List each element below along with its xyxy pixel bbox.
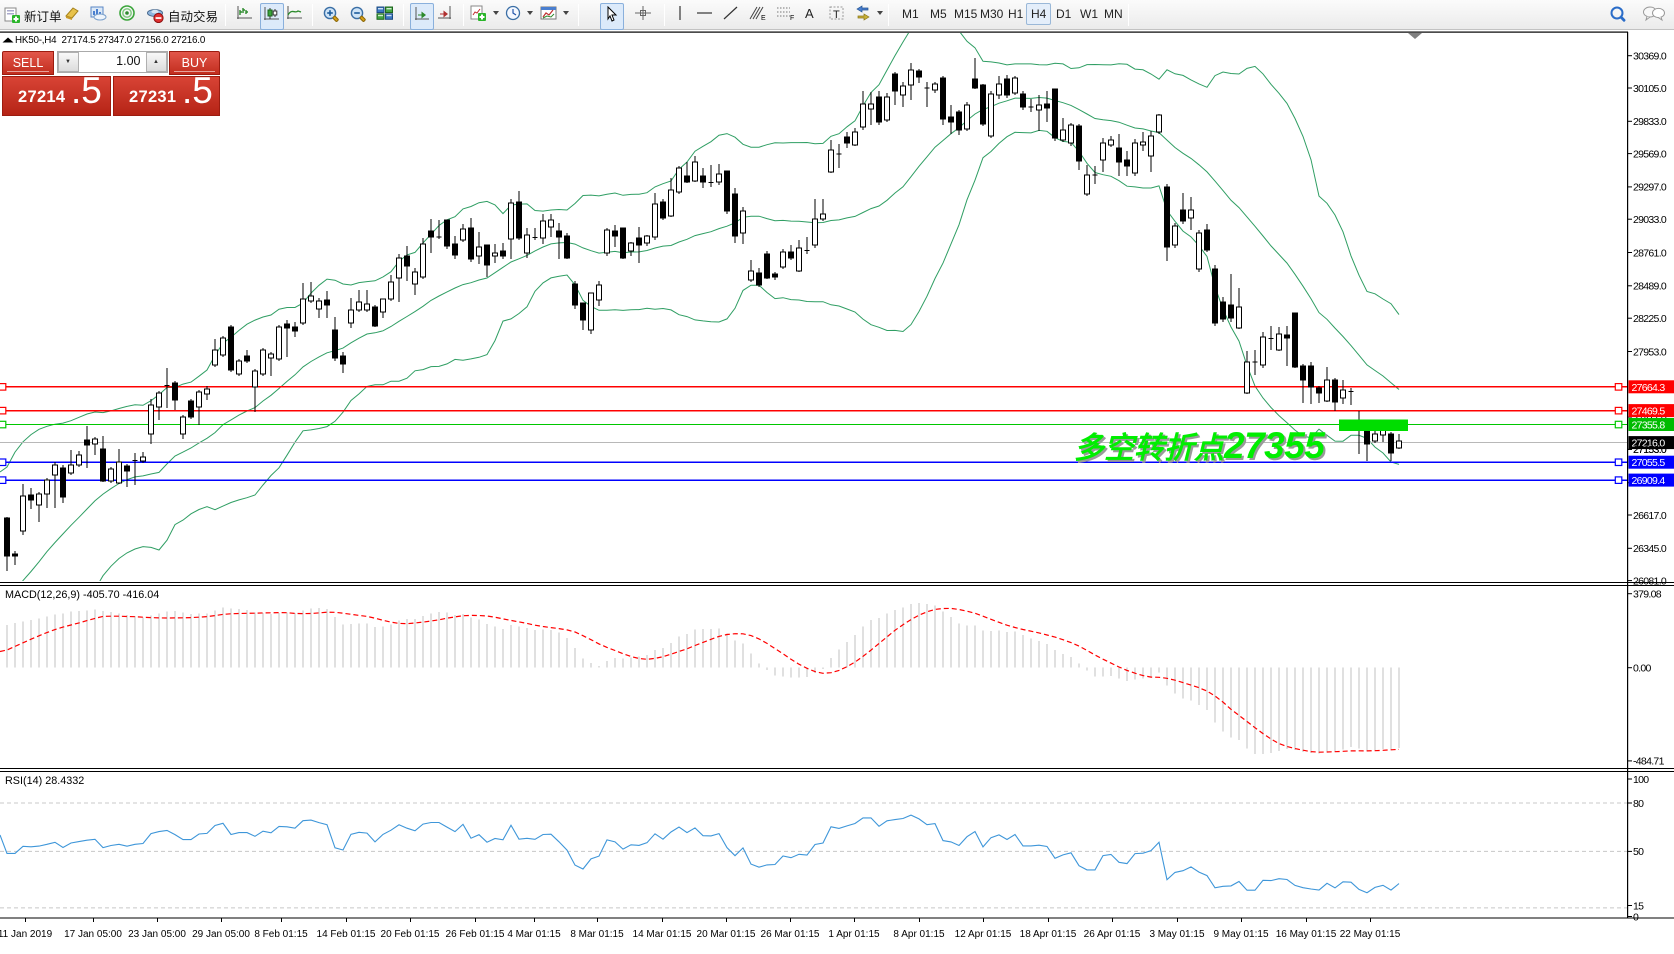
svg-text:29 Jan 05:00: 29 Jan 05:00 xyxy=(192,929,250,940)
svg-text:26 Apr 01:15: 26 Apr 01:15 xyxy=(1084,929,1141,940)
svg-text:29297.0: 29297.0 xyxy=(1633,182,1667,194)
svg-text:30105.0: 30105.0 xyxy=(1633,83,1667,95)
svg-text:379.08: 379.08 xyxy=(1633,589,1662,601)
svg-text:14 Mar 01:15: 14 Mar 01:15 xyxy=(633,929,692,940)
svg-text:26081.0: 26081.0 xyxy=(1633,575,1667,587)
svg-text:100: 100 xyxy=(1633,774,1649,786)
svg-text:16 May 01:15: 16 May 01:15 xyxy=(1276,929,1337,940)
svg-text:17 Jan 05:00: 17 Jan 05:00 xyxy=(64,929,122,940)
svg-text:26345.0: 26345.0 xyxy=(1633,543,1667,555)
svg-text:26909.4: 26909.4 xyxy=(1632,475,1666,487)
svg-text:-484.71: -484.71 xyxy=(1633,756,1665,768)
svg-text:15: 15 xyxy=(1633,900,1644,912)
svg-text:0: 0 xyxy=(1633,911,1639,923)
svg-text:E: E xyxy=(761,15,766,21)
svg-text:27469.5: 27469.5 xyxy=(1632,406,1666,418)
svg-text:1 Apr 01:15: 1 Apr 01:15 xyxy=(828,929,880,940)
svg-text:28761.0: 28761.0 xyxy=(1633,247,1667,259)
svg-text:20 Feb 01:15: 20 Feb 01:15 xyxy=(381,929,440,940)
svg-text:29833.0: 29833.0 xyxy=(1633,116,1667,128)
svg-text:8 Mar 01:15: 8 Mar 01:15 xyxy=(570,929,624,940)
svg-text:27953.0: 27953.0 xyxy=(1633,346,1667,358)
svg-text:F: F xyxy=(790,15,794,21)
svg-text:80: 80 xyxy=(1633,798,1644,810)
svg-text:28489.0: 28489.0 xyxy=(1633,281,1667,293)
svg-text:8 Apr 01:15: 8 Apr 01:15 xyxy=(893,929,945,940)
svg-text:23 Jan 05:00: 23 Jan 05:00 xyxy=(128,929,186,940)
svg-text:27216.0: 27216.0 xyxy=(1632,438,1666,450)
svg-text:26617.0: 26617.0 xyxy=(1633,510,1667,522)
svg-text:A: A xyxy=(805,6,814,21)
svg-text:29033.0: 29033.0 xyxy=(1633,214,1667,226)
svg-text:29569.0: 29569.0 xyxy=(1633,148,1667,160)
svg-text:多空转折点27355: 多空转折点27355 xyxy=(1074,425,1326,466)
svg-text:MACD(12,26,9) -405.70 -416.04: MACD(12,26,9) -405.70 -416.04 xyxy=(5,589,159,601)
svg-text:HK50-,H4 27174.5 27347.0 2715: HK50-,H4 27174.5 27347.0 27156.0 27216.0 xyxy=(15,35,206,46)
svg-text:26 Feb 01:15: 26 Feb 01:15 xyxy=(446,929,505,940)
svg-text:3 May 01:15: 3 May 01:15 xyxy=(1149,929,1204,940)
svg-text:8 Feb 01:15: 8 Feb 01:15 xyxy=(254,929,308,940)
svg-text:14 Feb 01:15: 14 Feb 01:15 xyxy=(317,929,376,940)
svg-text:27355.8: 27355.8 xyxy=(1632,420,1666,432)
svg-text:11 Jan 2019: 11 Jan 2019 xyxy=(0,929,53,940)
svg-text:27055.5: 27055.5 xyxy=(1632,457,1666,469)
svg-text:9 May 01:15: 9 May 01:15 xyxy=(1213,929,1268,940)
svg-text:26 Mar 01:15: 26 Mar 01:15 xyxy=(761,929,820,940)
svg-text:0.00: 0.00 xyxy=(1633,663,1651,675)
svg-text:多空转折点27355: 多空转折点27355 xyxy=(1076,427,1328,468)
svg-text:18 Apr 01:15: 18 Apr 01:15 xyxy=(1020,929,1077,940)
svg-text:22 May 01:15: 22 May 01:15 xyxy=(1340,929,1401,940)
svg-text:12 Apr 01:15: 12 Apr 01:15 xyxy=(955,929,1012,940)
svg-text:T: T xyxy=(833,9,840,21)
svg-text:4 Mar 01:15: 4 Mar 01:15 xyxy=(507,929,561,940)
svg-text:50: 50 xyxy=(1633,846,1644,858)
svg-text:RSI(14) 28.4332: RSI(14) 28.4332 xyxy=(5,775,84,787)
svg-text:20 Mar 01:15: 20 Mar 01:15 xyxy=(697,929,756,940)
svg-text:30369.0: 30369.0 xyxy=(1633,51,1667,63)
svg-text:28225.0: 28225.0 xyxy=(1633,313,1667,325)
svg-text:27153.0: 27153.0 xyxy=(1633,444,1667,456)
svg-text:27664.3: 27664.3 xyxy=(1632,382,1666,394)
